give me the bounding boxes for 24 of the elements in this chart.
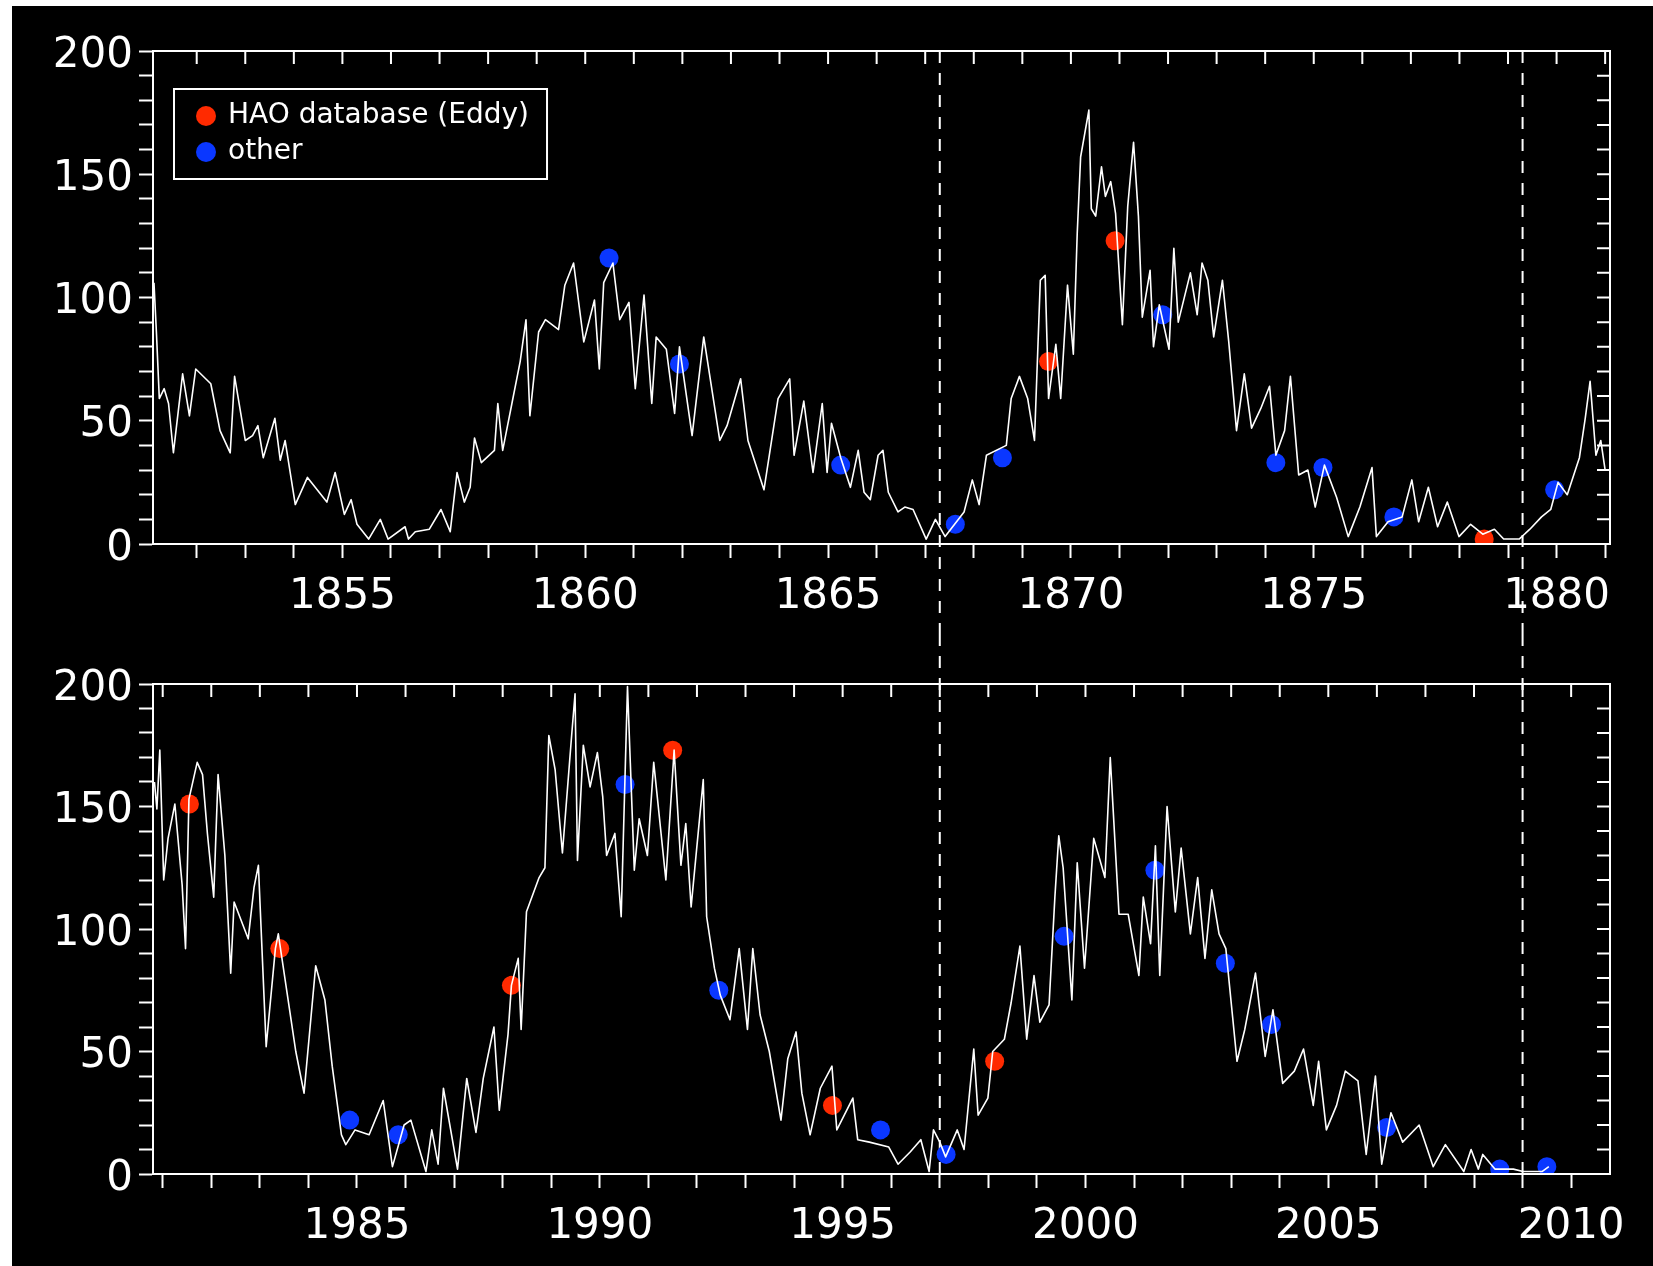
x-tick-label: 1990 [546, 1199, 654, 1249]
y-tick-label: 0 [106, 1150, 133, 1200]
y-tick-label: 50 [79, 1028, 133, 1077]
x-tick-label: 1870 [1017, 569, 1125, 619]
x-tick-label: 1995 [789, 1199, 897, 1249]
y-tick-label: 50 [79, 397, 133, 447]
x-tick-label: 2010 [1517, 1199, 1625, 1249]
x-tick-label: 2000 [1032, 1199, 1139, 1249]
y-tick-label: 150 [52, 783, 133, 832]
y-tick-label: 200 [52, 660, 133, 710]
x-tick-label: 1860 [531, 569, 639, 619]
x-tick-label: 1855 [288, 569, 396, 619]
x-tick-label: 1865 [774, 569, 882, 619]
x-tick-label: 1880 [1503, 569, 1611, 619]
x-tick-label: 1985 [303, 1199, 411, 1249]
y-tick-label: 0 [106, 520, 133, 570]
x-tick-label: 2005 [1274, 1199, 1382, 1249]
y-tick-label: 200 [52, 27, 133, 77]
legend-label: HAO database (Eddy) [228, 97, 530, 131]
y-tick-label: 150 [52, 150, 133, 200]
y-tick-label: 100 [52, 274, 133, 323]
y-tick-label: 100 [52, 905, 133, 955]
legend-label: other [228, 133, 304, 167]
x-tick-label: 1875 [1260, 569, 1368, 619]
